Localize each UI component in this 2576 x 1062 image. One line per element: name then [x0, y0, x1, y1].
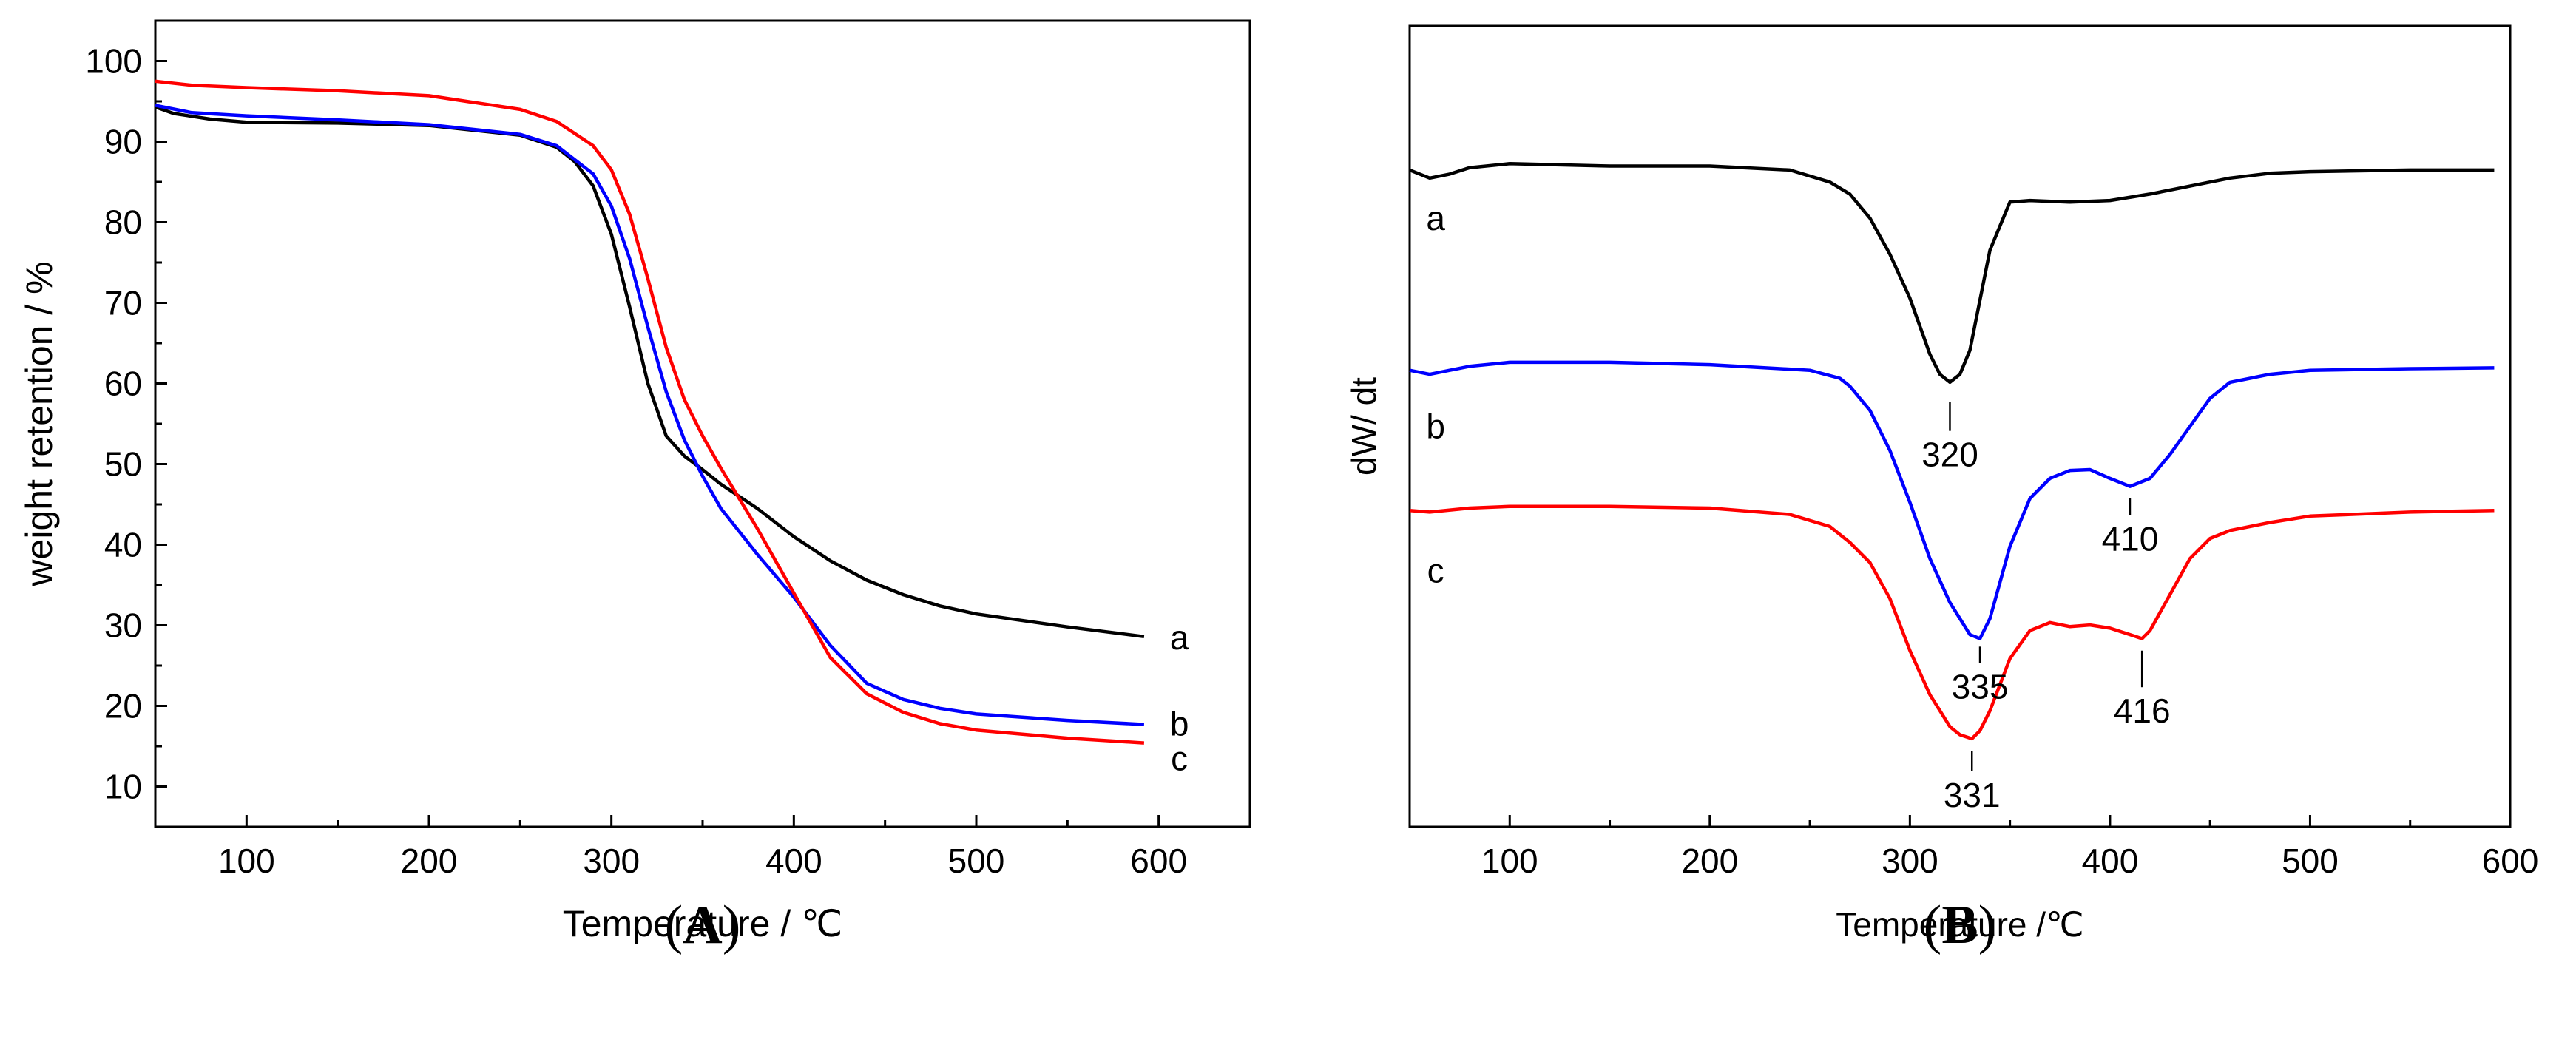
curve-annotation: c: [1171, 739, 1188, 777]
y-axis-label: dW/ dt: [1345, 377, 1383, 476]
peak-annotation: 410: [2102, 519, 2159, 558]
series-line-b: [1409, 360, 2495, 640]
curve-annotation: c: [1427, 551, 1444, 589]
x-tick-label: 600: [2482, 842, 2539, 880]
y-tick-label: 90: [104, 123, 142, 161]
peak-annotation: 331: [1944, 776, 2001, 814]
x-tick-label: 100: [1481, 842, 1538, 880]
panel-a-chart: 100 200 300 400 500 600 10 20 30 40 50 60 70 80 90 100 T…: [18, 19, 1251, 956]
series-line-c: [155, 79, 1145, 745]
y-tick-label: 50: [104, 445, 142, 484]
panel-label-close: ): [1978, 895, 1997, 956]
y-tick-label: 70: [104, 284, 142, 322]
y-tick-label: 10: [104, 768, 142, 806]
panel-label-letter: B: [1941, 895, 1978, 956]
series-line-b: [155, 104, 1145, 726]
curve-annotation: b: [1170, 704, 1189, 743]
series-line-a: [1409, 162, 2495, 385]
curve-annotation: a: [1426, 199, 1445, 237]
plot-frame: [1408, 24, 2512, 828]
x-tick-label: 400: [2082, 842, 2139, 880]
x-axis-label: Temperature / ℃: [563, 903, 843, 944]
series-line-c: [1409, 504, 2495, 741]
curve-annotation: a: [1170, 618, 1189, 657]
plot-frame: [154, 19, 1251, 828]
y-axis-label: weight retention / %: [18, 261, 60, 586]
x-tick-label: 600: [1130, 842, 1187, 880]
x-tick-label: 500: [948, 842, 1005, 880]
x-tick-label: 200: [401, 842, 458, 880]
panel-label-close: ): [723, 895, 741, 956]
panel-label-open: (: [1924, 895, 1942, 956]
panel-label-letter: A: [683, 895, 722, 956]
peak-annotation: 335: [1952, 668, 2009, 706]
y-tick-label: 100: [85, 42, 142, 81]
x-tick-label: 300: [583, 842, 640, 880]
panel-label: (B): [1924, 895, 1997, 956]
x-tick-label: 300: [1882, 842, 1938, 880]
y-tick-label: 60: [104, 365, 142, 403]
y-tick-label: 20: [104, 687, 142, 726]
peak-annotation: 416: [2114, 691, 2171, 730]
y-tick-label: 30: [104, 606, 142, 645]
panel-label: (A): [665, 895, 741, 956]
x-tick-label: 400: [765, 842, 822, 880]
x-tick-label: 200: [1681, 842, 1738, 880]
series-line-a: [155, 105, 1145, 639]
panel-b-chart: 100 200 300 400 500 600 Temperature /℃ dW/ dt a b…: [1345, 24, 2539, 956]
peak-annotation: 320: [1921, 436, 1978, 474]
x-axis-label: Temperature /℃: [1836, 905, 2083, 944]
panel-label-open: (: [665, 895, 683, 956]
y-tick-label: 80: [104, 203, 142, 242]
curve-annotation: b: [1426, 407, 1445, 446]
x-tick-label: 100: [218, 842, 275, 880]
x-tick-label: 500: [2282, 842, 2339, 880]
y-tick-label: 40: [104, 526, 142, 564]
